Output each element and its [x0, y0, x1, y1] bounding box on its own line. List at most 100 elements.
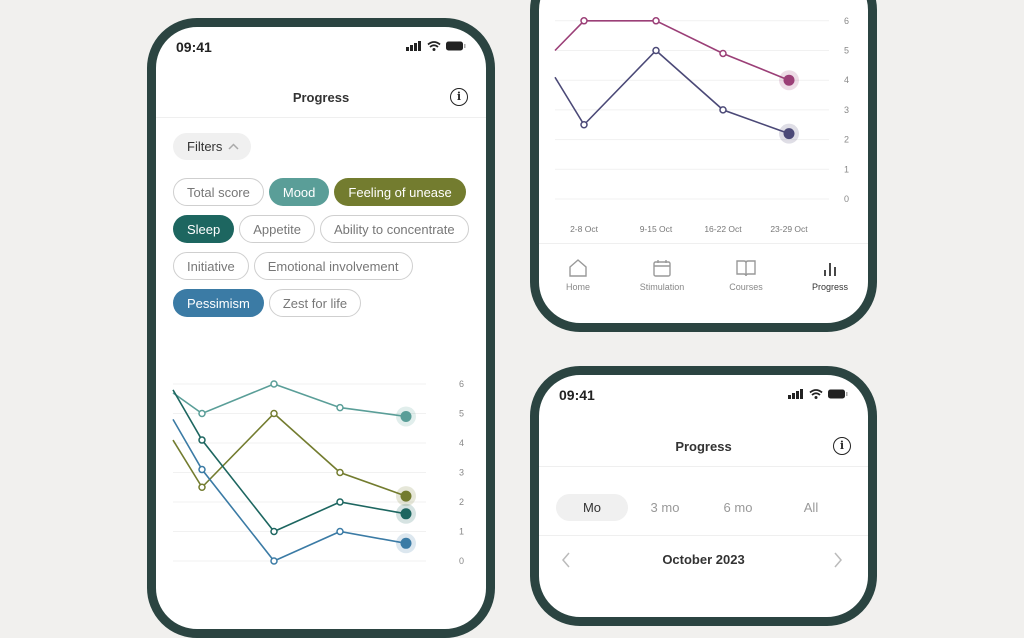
filter-chips: Total score Mood Feeling of unease Sleep App… — [173, 178, 473, 317]
filter-chip[interactable]: Initiative — [173, 252, 249, 280]
data-point — [270, 527, 278, 536]
battery-icon — [828, 389, 848, 399]
header-divider — [539, 466, 868, 467]
y-tick-label: 1 — [844, 164, 849, 174]
data-point — [336, 527, 344, 536]
x-tick-label: 23-29 Oct — [770, 224, 808, 234]
data-point — [336, 468, 344, 477]
series-line — [172, 383, 407, 418]
info-icon[interactable]: i — [833, 437, 851, 455]
data-point — [198, 409, 206, 418]
data-point-current — [400, 410, 412, 422]
filter-chip[interactable]: Emotional involvement — [253, 252, 413, 280]
tab-stimulation[interactable]: Stimulation — [627, 258, 697, 292]
data-point-current — [400, 537, 412, 549]
y-tick-label: 5 — [459, 409, 464, 419]
status-time: 09:41 — [559, 387, 595, 403]
data-point-current — [400, 490, 412, 502]
filter-chip[interactable]: Zest for life — [268, 289, 362, 317]
x-tick-label: 16-22 Oct — [704, 224, 742, 234]
y-tick-label: 1 — [459, 527, 464, 537]
y-tick-label: 6 — [459, 379, 464, 389]
period-all[interactable]: All — [803, 500, 819, 515]
y-tick-label: 4 — [844, 75, 849, 85]
period-divider — [539, 535, 868, 536]
data-point — [198, 483, 206, 491]
chevron-up-icon — [228, 143, 239, 150]
data-point — [270, 380, 278, 388]
y-tick-label: 0 — [844, 194, 849, 204]
data-point — [336, 403, 344, 412]
y-tick-label: 4 — [459, 438, 464, 448]
y-tick-label: 2 — [459, 497, 464, 507]
data-point — [270, 557, 278, 565]
filter-chip[interactable]: Feeling of unease — [334, 178, 466, 206]
tab-label: Stimulation — [639, 282, 685, 292]
series-line — [172, 412, 407, 497]
data-point — [198, 436, 206, 444]
tab-home[interactable]: Home — [543, 258, 613, 292]
previous-month-icon[interactable] — [561, 552, 571, 568]
status-time: 09:41 — [176, 39, 212, 55]
right-top-phone: 0 1 2 3 4 5 6 2-8 Oct 9-15 Oct 16-22 Oct 23-29 Oct… — [530, 0, 877, 332]
filters-toggle-button[interactable]: Filters — [173, 133, 252, 160]
series-line — [554, 49, 790, 135]
y-tick-label: 0 — [459, 556, 464, 566]
data-point — [270, 409, 278, 418]
tab-label: Progress — [811, 282, 848, 292]
x-tick-label: 9-15 Oct — [640, 224, 673, 234]
period-mo[interactable]: Mo — [556, 494, 628, 521]
header-divider — [156, 117, 486, 118]
info-icon[interactable]: i — [450, 88, 468, 106]
filter-chip[interactable]: Pessimism — [173, 289, 264, 317]
period-6-mo[interactable]: 6 mo — [723, 500, 753, 515]
y-tick-label: 3 — [459, 468, 464, 478]
filter-chip[interactable]: Sleep — [173, 215, 235, 243]
battery-icon — [446, 41, 466, 51]
tab-label: Courses — [729, 282, 763, 292]
bar-chart-icon — [824, 263, 836, 276]
x-tick-label: 2-8 Oct — [570, 224, 599, 234]
status-icons — [406, 41, 466, 51]
data-point — [580, 121, 588, 129]
filter-chip[interactable]: Ability to concentrate — [319, 215, 469, 243]
data-point-current — [783, 128, 795, 140]
signal-icon — [788, 389, 803, 399]
filters-label: Filters — [187, 139, 223, 154]
next-month-icon[interactable] — [833, 552, 843, 568]
book-icon — [736, 260, 756, 277]
data-point — [652, 46, 660, 55]
right-progress-chart: 0 1 2 3 4 5 6 2-8 Oct 9-15 Oct 16-22 Oct 23-29 Oct — [554, 16, 849, 234]
left-progress-chart: 0 1 2 3 4 5 6 — [172, 379, 464, 566]
series-line — [172, 418, 407, 562]
data-point-current — [783, 74, 795, 86]
wifi-icon — [809, 389, 823, 399]
wifi-icon — [427, 41, 441, 51]
status-icons — [788, 389, 848, 399]
bottom-phone: 09:41 Progress i Mo 3 mo 6 mo All October 2… — [530, 366, 877, 626]
left-phone: 09:41 Progress i Filters Total score Mood… — [147, 18, 495, 638]
data-point — [652, 17, 660, 25]
period-3-mo[interactable]: 3 mo — [650, 500, 680, 515]
period-selector: Mo 3 mo 6 mo All — [556, 494, 847, 521]
filter-chip[interactable]: Appetite — [239, 215, 315, 243]
tab-courses[interactable]: Courses — [711, 258, 781, 292]
tabbar-divider — [539, 243, 868, 244]
filter-chip[interactable]: Mood — [268, 178, 330, 206]
data-point — [336, 498, 344, 506]
data-point-current — [400, 508, 412, 520]
calendar-icon — [653, 260, 671, 277]
tab-label: Home — [565, 282, 590, 292]
tab-progress[interactable]: Progress — [795, 258, 865, 292]
data-point — [580, 17, 588, 25]
page-title: Progress — [292, 90, 350, 105]
y-tick-label: 2 — [844, 135, 849, 145]
y-tick-label: 5 — [844, 46, 849, 56]
month-label: October 2023 — [662, 552, 745, 567]
filter-chip[interactable]: Total score — [173, 178, 264, 206]
data-point — [719, 49, 727, 58]
data-point — [198, 465, 206, 474]
home-icon — [569, 259, 587, 277]
data-point — [719, 106, 727, 114]
page-title: Progress — [675, 439, 732, 454]
